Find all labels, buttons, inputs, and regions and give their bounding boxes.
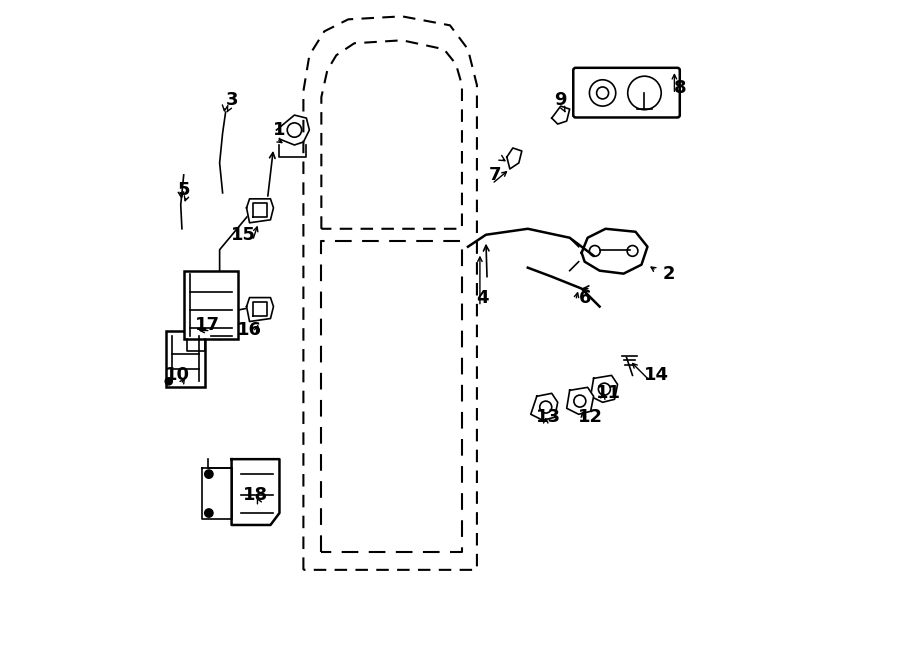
Polygon shape xyxy=(567,387,594,414)
Polygon shape xyxy=(247,199,274,223)
Text: 12: 12 xyxy=(578,408,603,426)
Text: 5: 5 xyxy=(177,181,190,199)
Polygon shape xyxy=(590,375,617,403)
Polygon shape xyxy=(552,106,570,124)
Text: 7: 7 xyxy=(489,166,501,184)
Text: 17: 17 xyxy=(195,315,220,334)
Circle shape xyxy=(166,378,172,385)
Text: 11: 11 xyxy=(596,384,621,403)
Polygon shape xyxy=(247,297,274,321)
FancyBboxPatch shape xyxy=(166,330,204,387)
Text: 13: 13 xyxy=(536,408,562,426)
Circle shape xyxy=(204,470,213,479)
Circle shape xyxy=(204,509,213,517)
FancyBboxPatch shape xyxy=(573,68,680,118)
Text: 8: 8 xyxy=(674,79,687,97)
Polygon shape xyxy=(507,148,522,169)
Polygon shape xyxy=(581,229,647,274)
Text: 1: 1 xyxy=(274,121,285,139)
Text: 9: 9 xyxy=(554,91,567,109)
Text: 14: 14 xyxy=(644,366,669,385)
Polygon shape xyxy=(531,393,558,420)
Text: 15: 15 xyxy=(231,226,256,244)
Text: 10: 10 xyxy=(166,366,190,385)
FancyBboxPatch shape xyxy=(184,270,238,340)
Text: 18: 18 xyxy=(243,486,268,504)
Text: 4: 4 xyxy=(477,289,490,307)
Text: 16: 16 xyxy=(237,321,262,340)
Text: 2: 2 xyxy=(662,264,675,283)
Text: 6: 6 xyxy=(579,289,591,307)
Text: 3: 3 xyxy=(225,91,238,109)
Polygon shape xyxy=(231,459,280,525)
